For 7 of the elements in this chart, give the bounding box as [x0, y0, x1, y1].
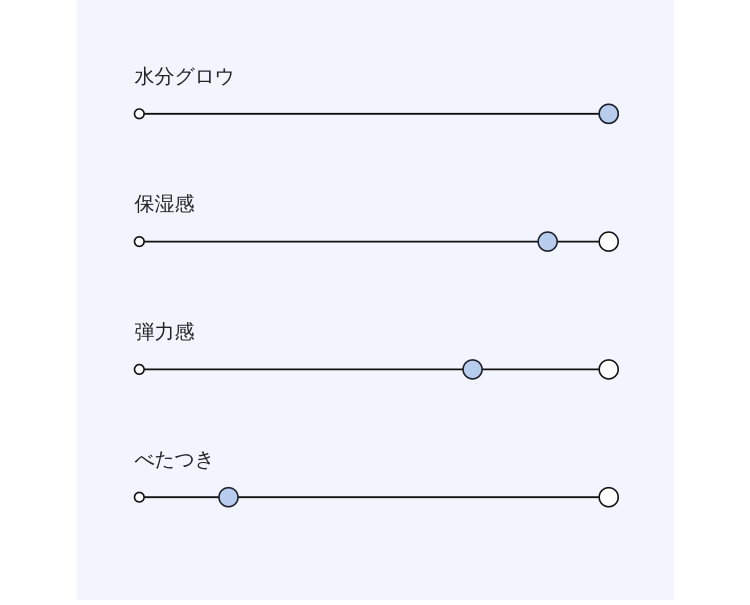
point — [537, 231, 558, 252]
y-tick-label: 弾力感 — [134, 321, 194, 344]
y-tick-label: べたつき — [134, 449, 214, 472]
y-tick-label: 水分グロウ — [134, 66, 234, 88]
y-tick-label: 保湿感 — [134, 194, 194, 216]
point — [218, 486, 239, 508]
point — [462, 359, 483, 380]
